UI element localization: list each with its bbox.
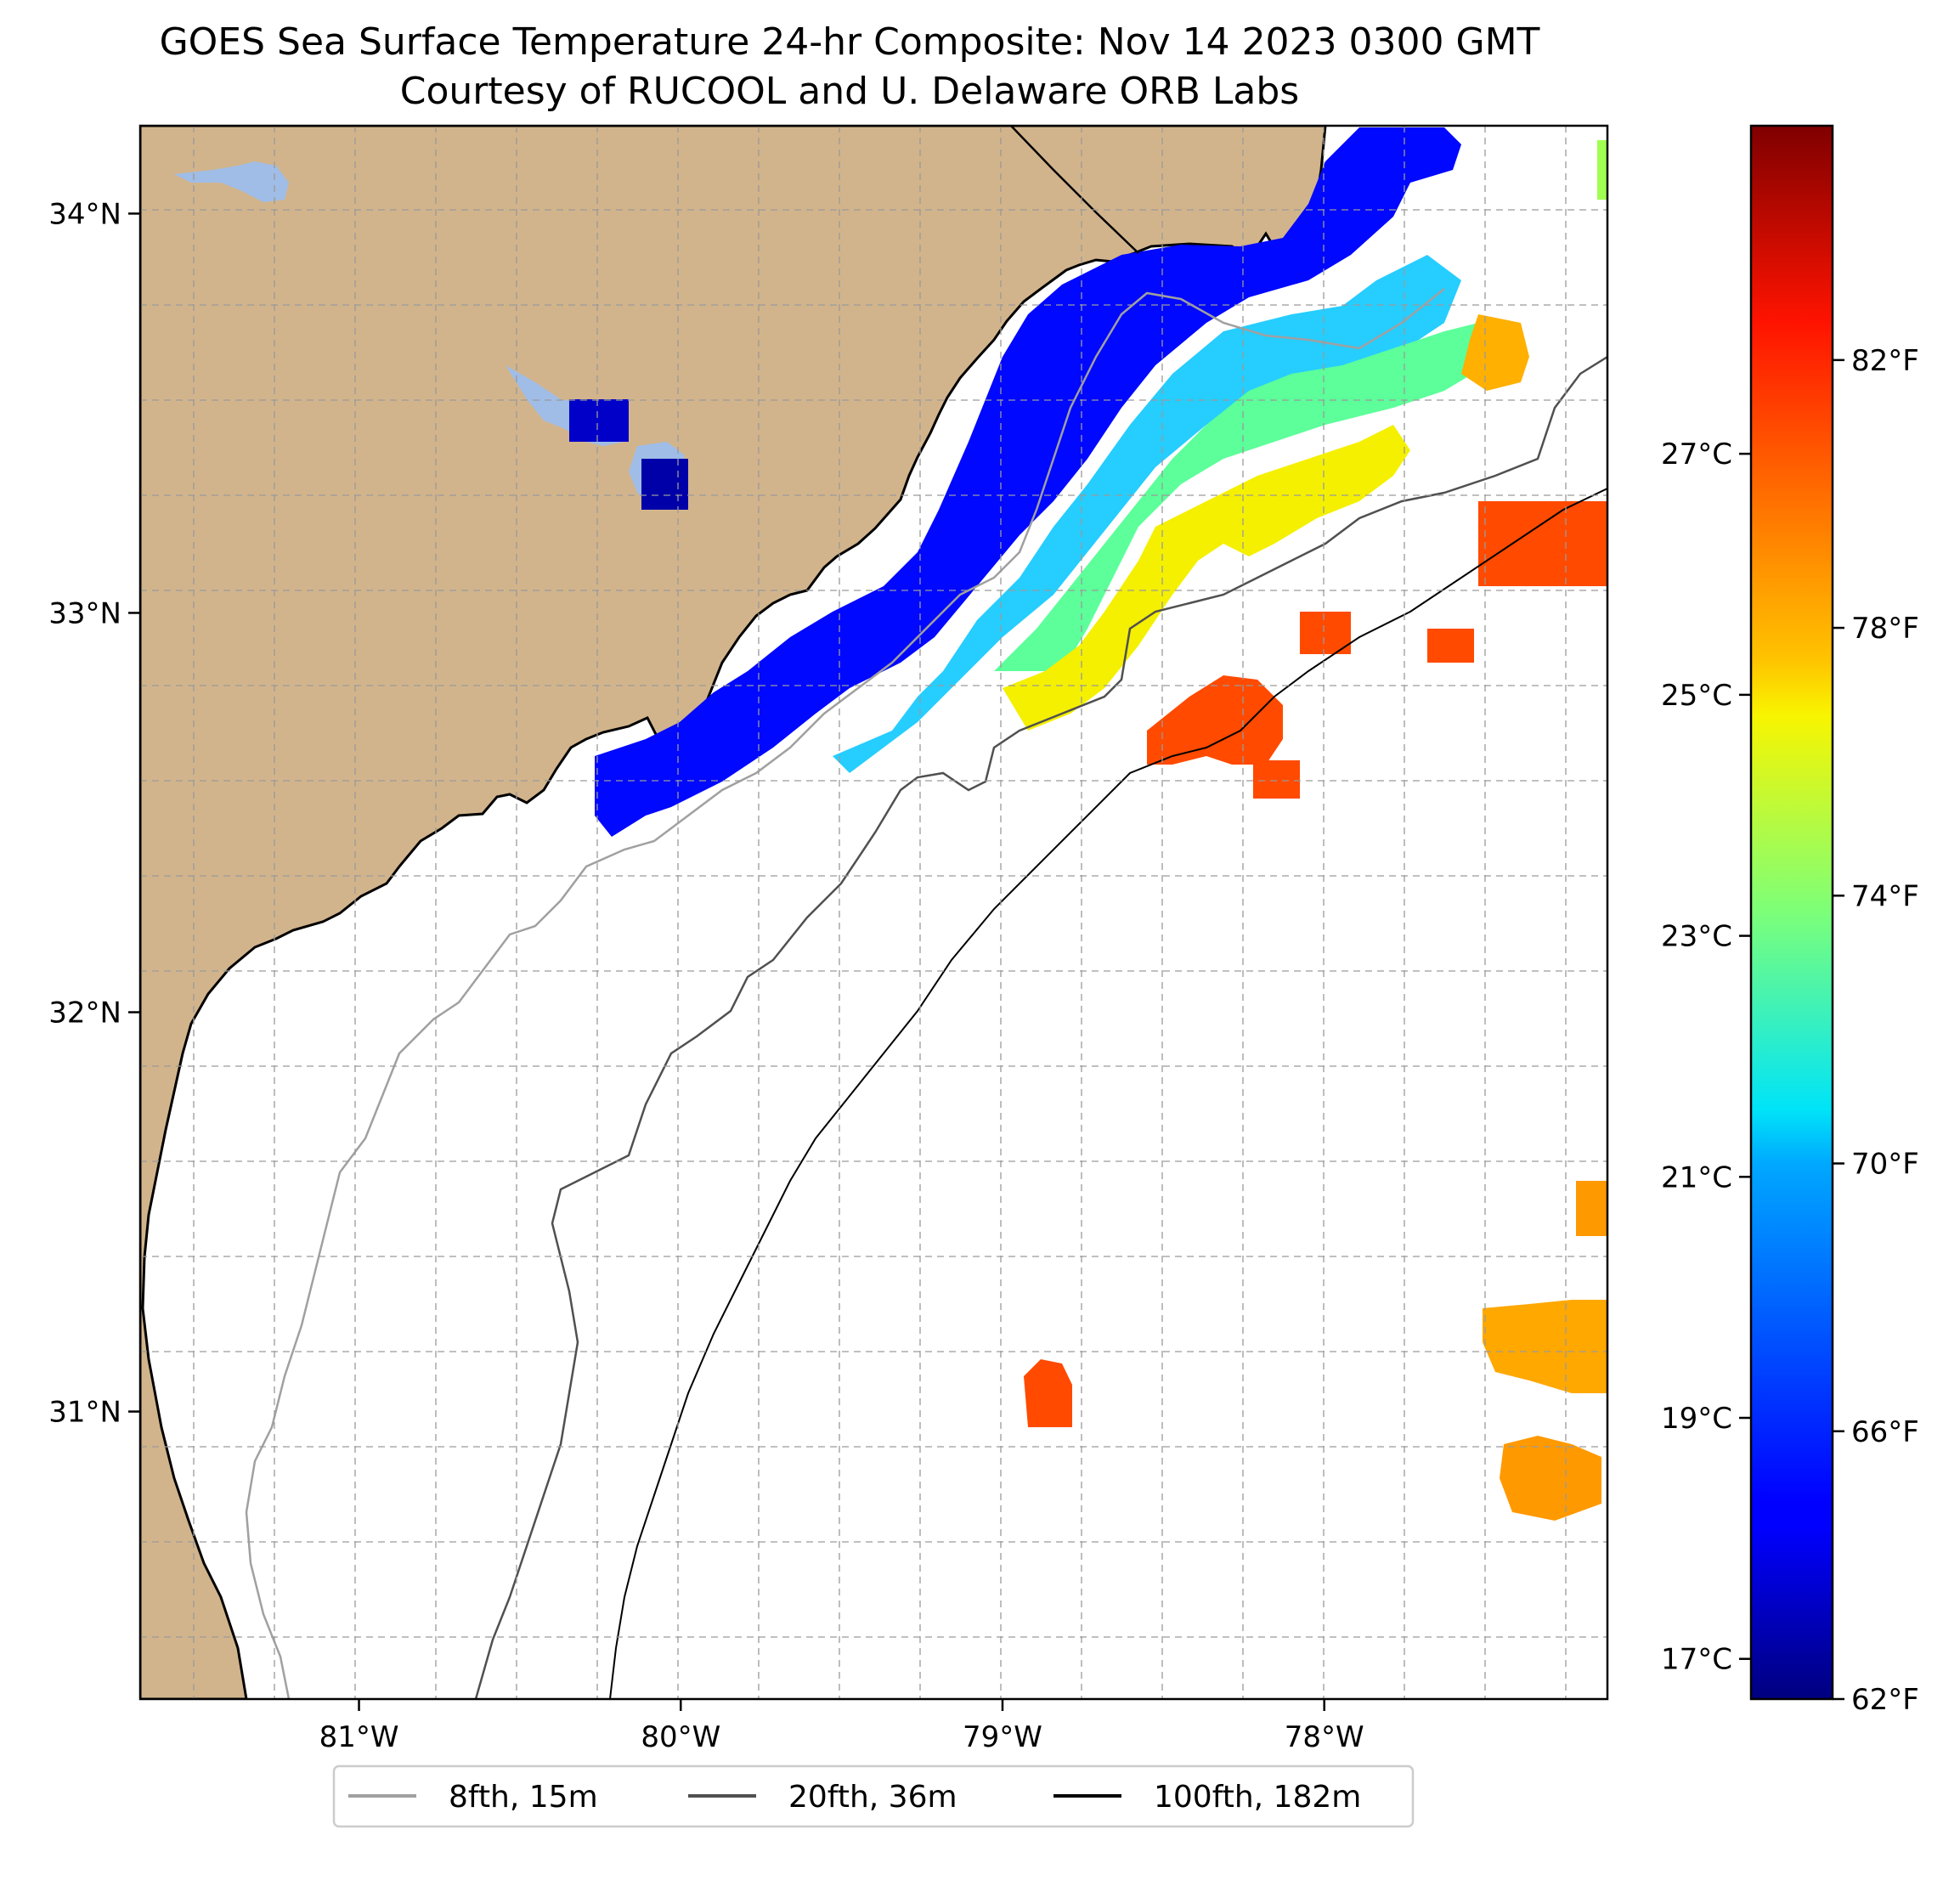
colorbar-c-label-2: 21°C: [1661, 1160, 1732, 1194]
sst-warm-patch-5: [1253, 760, 1300, 799]
lake-north: [174, 161, 289, 202]
map-frame: [138, 124, 1609, 1701]
colorbar-celsius-ticks: 17°C 19°C 21°C 23°C 25°C 27°C: [1661, 438, 1751, 1677]
colorbar-c-label-0: 17°C: [1661, 1643, 1732, 1677]
lake-marion-sst: [569, 399, 629, 442]
sst-orange-ne: [1461, 314, 1529, 391]
lon-tick-label-1: 80°W: [641, 1720, 720, 1754]
colorbar-c-label-5: 27°C: [1661, 438, 1732, 471]
colorbar-c-label-4: 25°C: [1661, 679, 1732, 713]
lat-tick-label-3: 34°N: [48, 197, 121, 231]
colorbar-f-label-3: 74°F: [1851, 879, 1919, 913]
lake-moultrie-sst: [641, 459, 688, 510]
colorbar-f-label-1: 66°F: [1851, 1415, 1919, 1449]
sst-warm-patch-3: [1427, 629, 1474, 663]
colorbar: 62°F 66°F 70°F 74°F 78°F 82°F 17°C 19°C 21°C 23°…: [1661, 124, 1919, 1717]
isobath-182m: [609, 488, 1607, 1699]
colorbar-c-label-3: 23°C: [1661, 920, 1732, 954]
lon-tick-label-0: 81°W: [319, 1720, 399, 1754]
colorbar-f-label-0: 62°F: [1851, 1683, 1919, 1717]
map-panel: [140, 126, 1607, 1699]
sst-orange-patch-2: [1483, 1300, 1607, 1393]
sst-warm-patch-4: [1147, 675, 1283, 765]
sst-green-edge: [1597, 140, 1607, 200]
legend: 8fth, 15m 20fth, 36m 100fth, 182m: [332, 1764, 1415, 1828]
lon-tick-label-3: 78°W: [1285, 1720, 1364, 1754]
sst-warm-patch-2: [1300, 612, 1351, 654]
sst-green-band: [994, 323, 1487, 671]
colorbar-fahrenheit-ticks: 62°F 66°F 70°F 74°F 78°F 82°F: [1833, 344, 1919, 1717]
isobath-15m: [245, 288, 1445, 1699]
lat-tick-label-0: 31°N: [48, 1396, 121, 1430]
sst-warm-patch-6: [1024, 1359, 1072, 1427]
state-border-line: [1010, 126, 1139, 254]
sst-yellow-patch: [1003, 425, 1410, 731]
colorbar-f-label-2: 70°F: [1851, 1148, 1919, 1182]
sst-orange-patch-1: [1576, 1181, 1607, 1236]
sst-cyan-band: [833, 255, 1461, 773]
legend-label-2: 100fth, 182m: [1154, 1780, 1361, 1815]
lat-tick-label-1: 32°N: [48, 996, 121, 1030]
latitude-axis: 31°N 32°N 33°N 34°N: [48, 197, 140, 1430]
colorbar-gradient: [1749, 124, 1834, 1701]
figure-subtitle: Courtesy of RUCOOL and U. Delaware ORB L…: [400, 70, 1299, 113]
legend-label-1: 20fth, 36m: [788, 1780, 957, 1815]
sst-warm-patch-1: [1478, 501, 1607, 586]
colorbar-f-label-4: 78°F: [1851, 612, 1919, 646]
legend-label-0: 8fth, 15m: [449, 1780, 598, 1815]
lat-tick-label-2: 33°N: [48, 596, 121, 630]
lon-tick-label-2: 79°W: [963, 1720, 1042, 1754]
figure-title: GOES Sea Surface Temperature 24-hr Compo…: [160, 20, 1540, 64]
isobath-36m: [474, 355, 1607, 1699]
colorbar-f-label-5: 82°F: [1851, 344, 1919, 378]
legend-box: [332, 1764, 1415, 1828]
sst-orange-patch-3: [1500, 1436, 1601, 1521]
map-gridlines: [140, 126, 1607, 1699]
sst-cold-coastal-band: [595, 127, 1461, 837]
colorbar-c-label-1: 19°C: [1661, 1402, 1732, 1436]
longitude-axis: 81°W 80°W 79°W 78°W: [319, 1699, 1364, 1754]
